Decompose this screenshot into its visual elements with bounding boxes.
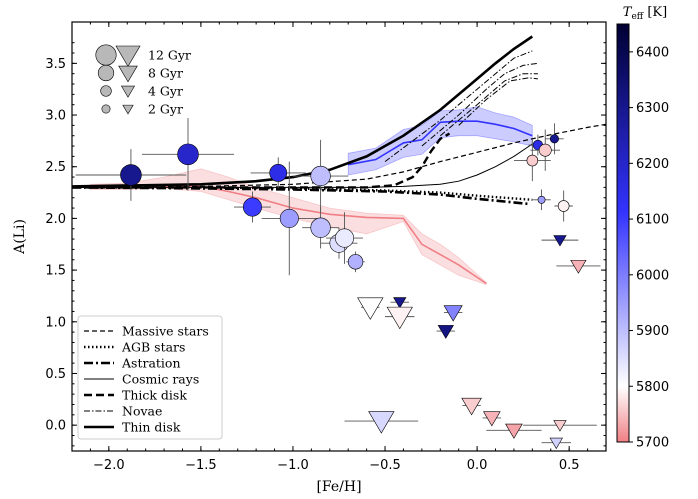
plot-frame [71,21,607,452]
x-tick-label: −0.5 [369,458,401,473]
colorbar-tick-label: 5700 [636,436,669,451]
age-legend-label: 4 Gyr [148,84,183,99]
detection-point [538,143,552,157]
colorbar-label-unit: [K] [643,5,667,20]
x-tick-label: −2.0 [93,458,125,473]
colorbar-tick-label: 5900 [636,324,669,339]
envelope-bands [90,106,533,286]
age-legend-circle [101,104,111,114]
detection-point [120,164,142,186]
age-legend-triangle [115,45,141,67]
model-legend-box [77,315,223,440]
y-tick-label: 3.0 [45,109,66,124]
age-legend-triangle [122,104,134,115]
detection-point [335,228,355,248]
age-legend-triangle [120,85,136,98]
model-curve [384,50,533,163]
model-legend-label: AGB stars [121,340,185,355]
model-curves [72,35,606,206]
age-legend-label: 2 Gyr [148,102,183,117]
detection-point [549,134,559,144]
x-tick-label: −1.0 [277,458,309,473]
model-curve [72,132,451,189]
axes: −2.0 −1.5 −1.0 −0.5 0.0 0.5 0.0 0.5 1.0 1.5 2.0 2.5… [45,22,606,473]
colorbar-tick-label: 6000 [636,268,669,283]
colorbar-tick-label: 5800 [636,380,669,395]
age-legend: 12 Gyr 8 Gyr 4 Gyr 2 Gyr [95,44,191,117]
colorbar-label-sub: eff [631,12,643,22]
y-tick-label: 0.0 [45,419,66,434]
upper-limit-point [553,235,567,247]
model-legend-label: Cosmic rays [122,372,199,387]
detection-point [557,200,570,212]
detection-point [279,208,299,228]
upper-limit-point [393,297,407,309]
age-legend-circle [97,64,115,82]
model-curve [421,62,538,147]
colorbar-tick-label: 6200 [636,157,669,172]
age-legend-circle [100,85,112,97]
detection-point [526,154,539,167]
y-axis-label: A(Li) [12,219,28,255]
detection-point [177,143,199,166]
envelope-band [90,168,487,286]
envelope-median-line [348,120,533,166]
model-legend-label: Astration [121,356,181,371]
upper-limit-point [368,411,395,434]
data-points [75,118,601,450]
detection-point [347,254,364,270]
upper-limit-point [482,411,501,427]
x-tick-label: 0.5 [559,458,580,473]
model-curve [439,73,538,137]
y-tick-label: 0.5 [45,367,66,382]
detection-point [310,165,331,187]
model-curve [458,77,538,126]
age-legend-label: 8 Gyr [148,66,183,81]
model-legend-label: Thick disk [122,388,187,403]
y-tick-label: 1.0 [45,315,66,330]
model-legend-label: Thin disk [122,420,181,435]
age-legend-label: 12 Gyr [148,48,191,63]
x-axis-label: [Fe/H] [316,479,361,495]
model-curve [72,186,529,206]
detection-point [310,217,331,238]
upper-limit-point [437,325,454,339]
envelope-band [347,106,533,176]
y-tick-label: 3.5 [45,57,66,72]
model-curve [72,123,606,188]
colorbar-tick-label: 6400 [636,45,669,60]
upper-limit-point [505,423,523,439]
y-tick-label: 2.0 [45,212,66,227]
upper-limit-point [570,259,587,274]
colorbar-label-main: T [623,5,633,20]
detection-point [242,197,262,217]
model-legend-label: Novae [122,404,162,419]
colorbar-gradient [616,23,630,443]
upper-limit-point [461,397,482,416]
detection-point [269,164,288,182]
upper-limit-point [386,306,413,330]
upper-limit-point [357,297,384,320]
colorbar-label: Teff [K] [623,5,667,22]
upper-limit-point [553,420,567,432]
model-legend-label: Massive stars [122,324,209,339]
model-curve [72,35,534,188]
x-tick-label: −1.5 [185,458,217,473]
colorbar: Teff [K] 5700 5800 5900 6000 6100 6200 6300 640… [616,5,669,451]
x-tick-label: 0.0 [467,458,488,473]
y-tick-label: 2.5 [45,160,66,175]
upper-limit-point [443,305,463,322]
colorbar-tick-label: 6300 [636,101,669,116]
detection-point [537,195,546,204]
upper-limit-point [549,437,563,450]
colorbar-tick-label: 6100 [636,213,669,228]
y-tick-label: 1.5 [45,264,66,279]
age-legend-triangle [118,65,138,83]
age-legend-circle [95,44,117,66]
